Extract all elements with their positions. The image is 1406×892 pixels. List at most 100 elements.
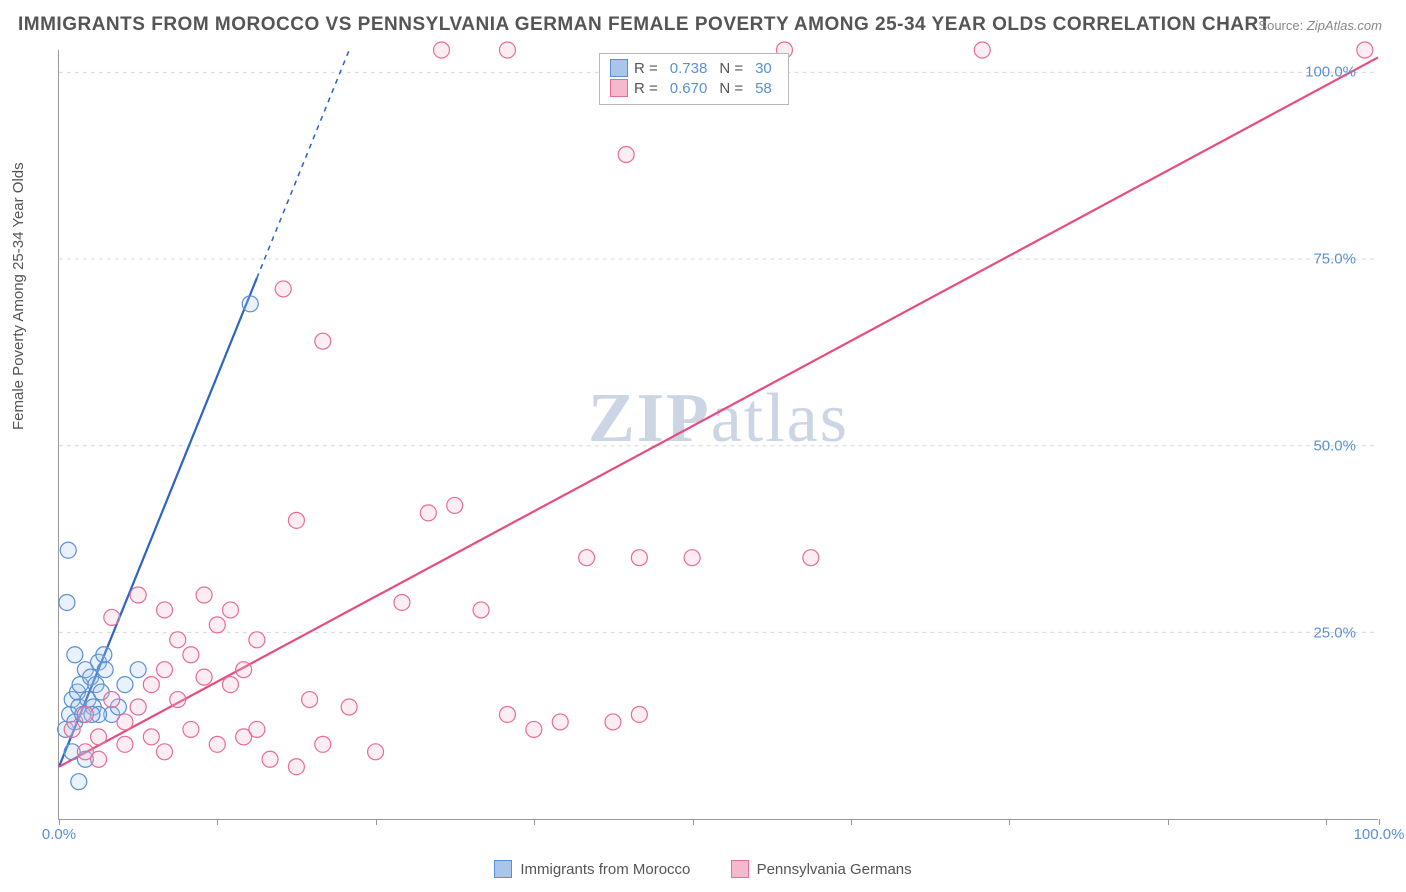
legend-r-value: 0.738 <box>664 60 714 77</box>
scatter-point <box>130 587 146 603</box>
scatter-point <box>275 281 291 297</box>
source-label: Source: <box>1258 18 1303 33</box>
source-value: ZipAtlas.com <box>1307 18 1382 33</box>
scatter-point <box>1357 42 1373 58</box>
y-tick-label: 100.0% <box>1305 64 1356 81</box>
correlation-legend: R = 0.738 N = 30 R = 0.670 N = 58 <box>599 53 789 105</box>
y-axis-label: Female Poverty Among 25-34 Year Olds <box>10 162 27 430</box>
scatter-point <box>631 550 647 566</box>
x-tick-mark <box>851 819 852 825</box>
scatter-point <box>209 736 225 752</box>
scatter-point <box>130 699 146 715</box>
scatter-point <box>157 662 173 678</box>
legend-r-value: 0.670 <box>664 80 714 97</box>
scatter-point <box>222 677 238 693</box>
scatter-point <box>394 594 410 610</box>
scatter-point <box>803 550 819 566</box>
scatter-point <box>447 497 463 513</box>
scatter-point <box>64 721 80 737</box>
scatter-point <box>249 721 265 737</box>
x-tick-mark <box>1009 819 1010 825</box>
scatter-point <box>473 602 489 618</box>
legend-n-label: N = <box>719 80 743 97</box>
legend-label: Immigrants from Morocco <box>520 861 690 878</box>
legend-row: R = 0.670 N = 58 <box>610 78 778 98</box>
chart-svg <box>59 50 1378 819</box>
scatter-point <box>60 542 76 558</box>
scatter-point <box>59 594 75 610</box>
scatter-point <box>71 774 87 790</box>
scatter-point <box>242 296 258 312</box>
legend-n-value: 58 <box>749 80 778 97</box>
legend-n-label: N = <box>719 60 743 77</box>
scatter-point <box>288 512 304 528</box>
scatter-point <box>157 744 173 760</box>
scatter-point <box>97 662 113 678</box>
scatter-point <box>117 736 133 752</box>
scatter-point <box>974 42 990 58</box>
x-tick-mark <box>217 819 218 825</box>
x-tick-mark <box>1168 819 1169 825</box>
legend-n-value: 30 <box>749 60 778 77</box>
scatter-point <box>631 706 647 722</box>
plot-area: ZIPatlas R = 0.738 N = 30 R = 0.670 N = … <box>58 50 1378 820</box>
scatter-point <box>552 714 568 730</box>
scatter-point <box>170 692 186 708</box>
scatter-point <box>104 692 120 708</box>
scatter-point <box>104 609 120 625</box>
chart-title: IMMIGRANTS FROM MOROCCO VS PENNSYLVANIA … <box>18 14 1271 36</box>
x-tick-mark <box>376 819 377 825</box>
scatter-point <box>77 706 93 722</box>
legend-label: Pennsylvania Germans <box>757 861 912 878</box>
scatter-point <box>143 729 159 745</box>
legend-swatch-icon <box>610 79 628 97</box>
x-tick-label: 100.0% <box>1354 826 1405 843</box>
scatter-point <box>341 699 357 715</box>
scatter-point <box>249 632 265 648</box>
scatter-point <box>315 333 331 349</box>
trend-line <box>59 57 1378 766</box>
x-tick-mark <box>534 819 535 825</box>
scatter-point <box>117 677 133 693</box>
scatter-point <box>91 751 107 767</box>
scatter-point <box>96 647 112 663</box>
legend-swatch-icon <box>494 860 512 878</box>
x-tick-mark <box>1326 819 1327 825</box>
scatter-point <box>579 550 595 566</box>
x-tick-label: 0.0% <box>42 826 76 843</box>
scatter-point <box>196 587 212 603</box>
scatter-point <box>420 505 436 521</box>
scatter-point <box>91 729 107 745</box>
scatter-point <box>499 42 515 58</box>
source-attribution: Source: ZipAtlas.com <box>1258 18 1382 33</box>
scatter-point <box>499 706 515 722</box>
scatter-point <box>288 759 304 775</box>
scatter-point <box>67 647 83 663</box>
legend-item: Pennsylvania Germans <box>731 860 912 878</box>
legend-r-label: R = <box>634 60 658 77</box>
scatter-point <box>157 602 173 618</box>
scatter-point <box>236 662 252 678</box>
bottom-legend: Immigrants from Morocco Pennsylvania Ger… <box>0 860 1406 882</box>
scatter-point <box>196 669 212 685</box>
scatter-point <box>183 647 199 663</box>
scatter-point <box>302 692 318 708</box>
y-tick-label: 50.0% <box>1313 438 1356 455</box>
legend-swatch-icon <box>731 860 749 878</box>
legend-swatch-icon <box>610 59 628 77</box>
scatter-point <box>143 677 159 693</box>
legend-r-label: R = <box>634 80 658 97</box>
scatter-point <box>130 662 146 678</box>
x-tick-mark <box>693 819 694 825</box>
scatter-point <box>315 736 331 752</box>
scatter-point <box>117 714 133 730</box>
scatter-point <box>605 714 621 730</box>
scatter-point <box>618 147 634 163</box>
scatter-point <box>434 42 450 58</box>
scatter-point <box>262 751 278 767</box>
x-tick-mark <box>59 819 60 825</box>
y-tick-label: 25.0% <box>1313 625 1356 642</box>
scatter-point <box>684 550 700 566</box>
y-tick-label: 75.0% <box>1313 251 1356 268</box>
scatter-point <box>209 617 225 633</box>
